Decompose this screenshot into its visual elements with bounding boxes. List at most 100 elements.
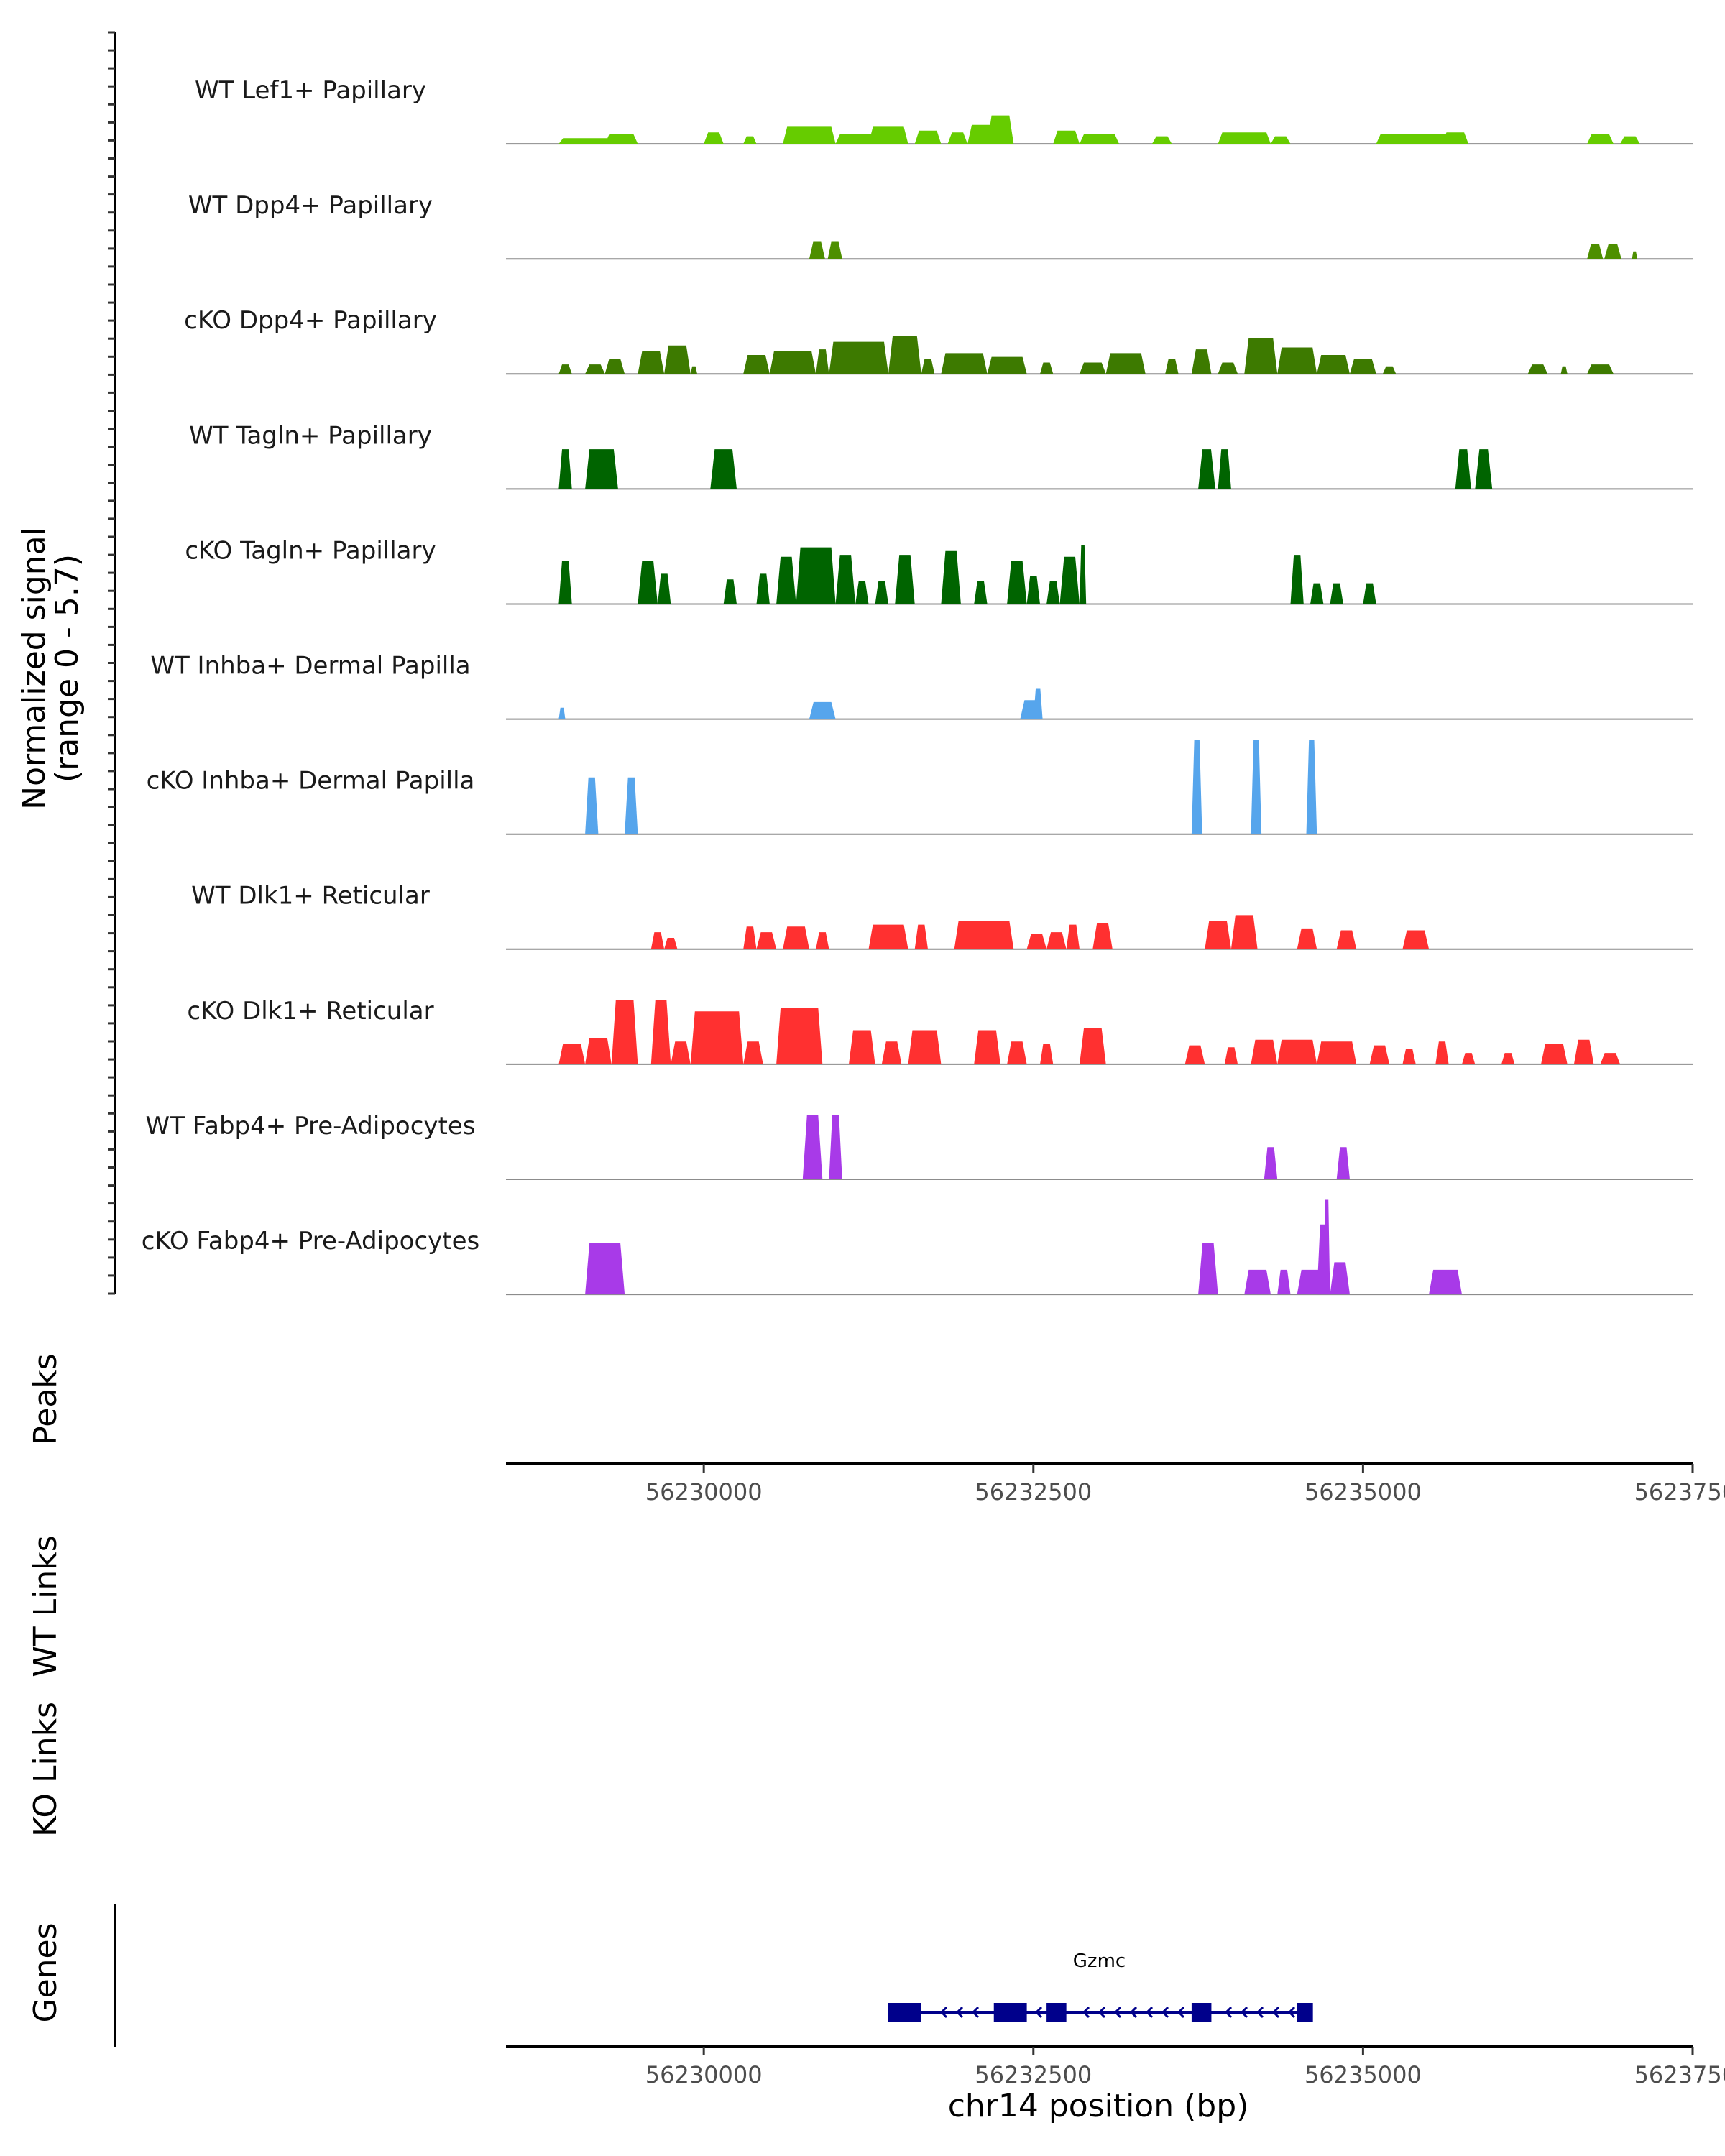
coverage-peak — [783, 126, 836, 144]
coverage-peak — [638, 561, 658, 604]
track-label: WT Fabp4+ Pre-Adipocytes — [146, 1112, 476, 1141]
coverage-peak — [1040, 1044, 1054, 1064]
x-tick-label: 56235000 — [1305, 1478, 1422, 1506]
coverage-peak — [690, 366, 697, 374]
coverage-track: cKO Dlk1+ Reticular — [187, 997, 1693, 1065]
coverage-track: cKO Inhba+ Dermal Papilla — [147, 740, 1693, 835]
track-label: WT Dpp4+ Papillary — [188, 191, 433, 220]
coverage-peak — [914, 924, 928, 949]
coverage-peak — [868, 126, 908, 144]
coverage-peak — [611, 1000, 638, 1064]
coverage-peak — [1191, 740, 1202, 834]
coverage-peak — [638, 351, 665, 374]
track-label: WT Dlk1+ Reticular — [191, 882, 430, 911]
strand-arrow — [1098, 2006, 1106, 2019]
strand-arrow — [1161, 2006, 1169, 2019]
coverage-peak — [558, 364, 572, 374]
coverage-peak — [987, 115, 1014, 144]
coverage-peak — [690, 1011, 744, 1064]
coverage-track: WT Fabp4+ Pre-Adipocytes — [146, 1112, 1693, 1180]
coverage-peak — [1462, 1053, 1476, 1064]
strand-arrow — [1287, 2006, 1296, 2019]
coverage-peak — [1046, 932, 1067, 949]
coverage-peak — [1033, 688, 1043, 719]
coverage-peak — [783, 926, 809, 949]
coverage-peak — [1336, 1147, 1350, 1179]
coverage-tracks: WT Lef1+ Papillary WT Dpp4+ Papillary cKO … — [142, 76, 1693, 1296]
strand-arrow — [1177, 2006, 1185, 2019]
coverage-peak — [1080, 1028, 1106, 1064]
track-label: cKO Fabp4+ Pre-Adipocytes — [142, 1227, 480, 1256]
coverage-peak — [914, 130, 942, 144]
gene-exon — [1046, 2003, 1067, 2022]
coverage-peak — [1277, 347, 1317, 374]
coverage-peak — [875, 581, 888, 604]
coverage-peak — [1191, 349, 1212, 374]
coverage-peak — [1251, 740, 1262, 834]
coverage-peak — [1046, 581, 1060, 604]
coverage-peak — [1442, 132, 1469, 144]
coverage-track: WT Lef1+ Papillary — [195, 76, 1693, 145]
coverage-peak — [585, 1243, 625, 1295]
gene-exon — [1191, 2003, 1212, 2022]
coverage-peak — [1277, 1039, 1317, 1064]
coverage-peak — [1435, 1041, 1449, 1064]
coverage-peak — [585, 1038, 612, 1064]
coverage-peak — [908, 1030, 942, 1064]
coverage-peak — [1475, 449, 1493, 489]
coverage-peak — [1376, 134, 1455, 144]
y-axis-range: (range 0 - 5.7) — [49, 554, 86, 783]
coverage-track: WT Tagln+ Papillary — [189, 421, 1693, 490]
strand-arrow — [955, 2006, 964, 2019]
x-tick-label: 56230000 — [645, 1478, 763, 1506]
track-label: WT Lef1+ Papillary — [195, 76, 426, 105]
coverage-peak — [743, 136, 757, 144]
coverage-peak — [1402, 930, 1430, 949]
x-axis-title: chr14 position (bp) — [948, 2088, 1249, 2124]
coverage-peak — [1198, 449, 1215, 489]
coverage-peak — [809, 701, 836, 719]
strand-arrow — [1082, 2006, 1090, 2019]
coverage-peak — [1369, 1045, 1390, 1064]
coverage-peak — [1184, 1045, 1205, 1064]
coverage-peak — [1224, 1047, 1238, 1064]
coverage-peak — [1007, 1041, 1027, 1064]
x-tick-label: 56232500 — [975, 2061, 1092, 2088]
coverage-track: cKO Fabp4+ Pre-Adipocytes — [142, 1199, 1693, 1296]
coverage-peak — [743, 355, 770, 374]
track-label: cKO Dpp4+ Papillary — [184, 306, 437, 335]
coverage-peak — [650, 932, 665, 949]
coverage-peak — [1382, 366, 1397, 374]
coverage-peak — [1587, 364, 1614, 374]
coverage-peak — [1244, 338, 1278, 374]
coverage-peak — [1205, 921, 1231, 949]
coverage-peak — [710, 449, 737, 489]
coverage-peak — [558, 1044, 586, 1064]
strand-arrow — [939, 2006, 948, 2019]
strand-arrow — [1224, 2006, 1233, 2019]
coverage-peak — [1297, 928, 1317, 949]
track-label: cKO Dlk1+ Reticular — [187, 997, 433, 1026]
coverage-peak — [829, 1115, 842, 1179]
coverage-peak — [1527, 364, 1548, 374]
x-tick-label: 56230000 — [645, 2061, 763, 2088]
coverage-peak — [954, 921, 1014, 949]
coverage-peak — [947, 132, 968, 144]
coverage-peak — [1080, 134, 1119, 144]
coverage-peak — [664, 938, 678, 949]
coverage-peak — [1066, 924, 1080, 949]
coverage-peak — [1455, 449, 1471, 489]
coverage-peak — [671, 1041, 691, 1064]
genes-panel-label: Genes — [27, 1922, 64, 2022]
coverage-peak — [895, 555, 915, 604]
coverage-peak — [1501, 1053, 1515, 1064]
strand-arrow — [1240, 2006, 1248, 2019]
strand-arrow — [1145, 2006, 1154, 2019]
coverage-peak — [1218, 362, 1238, 374]
coverage-peak — [558, 561, 572, 604]
coverage-peak — [1297, 1269, 1324, 1295]
coverage-peak — [1560, 366, 1568, 374]
coverage-peak — [835, 555, 856, 604]
coverage-peak — [849, 1030, 875, 1064]
